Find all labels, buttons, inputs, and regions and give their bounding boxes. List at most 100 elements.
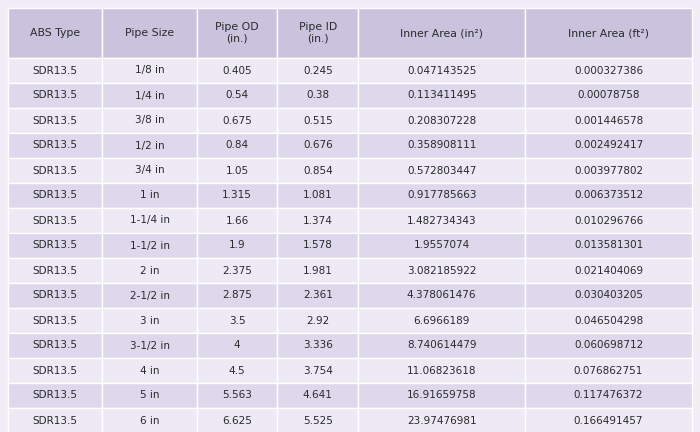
Bar (197, 108, 277, 133)
Bar (8, 158, 102, 183)
Bar (8, 233, 102, 258)
Bar (197, 58, 277, 83)
Text: 4: 4 (234, 340, 241, 350)
Bar (197, 233, 277, 258)
Bar (102, 383, 197, 408)
Text: 0.001446578: 0.001446578 (574, 115, 643, 126)
Bar (8, 183, 102, 208)
Bar (525, 233, 692, 258)
Text: 0.000327386: 0.000327386 (574, 66, 643, 76)
Bar (525, 383, 692, 408)
Bar (102, 358, 197, 383)
Text: 16.91659758: 16.91659758 (407, 391, 477, 400)
Text: 1.081: 1.081 (303, 191, 332, 200)
Text: 0.117476372: 0.117476372 (574, 391, 643, 400)
Text: SDR13.5: SDR13.5 (33, 266, 78, 276)
Bar (197, 208, 277, 233)
Bar (102, 283, 197, 308)
Text: 0.166491457: 0.166491457 (574, 416, 643, 426)
Text: 0.021404069: 0.021404069 (574, 266, 643, 276)
Bar (358, 333, 525, 358)
Bar (358, 8, 525, 58)
Text: 1.9: 1.9 (229, 241, 246, 251)
Bar (102, 158, 197, 183)
Bar (358, 283, 525, 308)
Text: 1.374: 1.374 (303, 216, 332, 226)
Bar (525, 133, 692, 158)
Text: 1.482734343: 1.482734343 (407, 216, 477, 226)
Bar (277, 258, 358, 283)
Bar (525, 358, 692, 383)
Text: 2.92: 2.92 (306, 315, 330, 325)
Text: 1.9557074: 1.9557074 (414, 241, 470, 251)
Text: 2.361: 2.361 (303, 290, 332, 301)
Text: 5.563: 5.563 (222, 391, 252, 400)
Bar (277, 58, 358, 83)
Text: 0.208307228: 0.208307228 (407, 115, 476, 126)
Text: SDR13.5: SDR13.5 (33, 391, 78, 400)
Bar (525, 333, 692, 358)
Text: SDR13.5: SDR13.5 (33, 66, 78, 76)
Text: 1 in: 1 in (140, 191, 160, 200)
Text: 1.66: 1.66 (225, 216, 248, 226)
Bar (525, 158, 692, 183)
Text: 5.525: 5.525 (303, 416, 332, 426)
Bar (358, 233, 525, 258)
Bar (102, 8, 197, 58)
Text: SDR13.5: SDR13.5 (33, 140, 78, 150)
Text: 0.54: 0.54 (225, 90, 248, 101)
Text: 0.076862751: 0.076862751 (574, 365, 643, 375)
Bar (277, 233, 358, 258)
Bar (358, 183, 525, 208)
Text: SDR13.5: SDR13.5 (33, 115, 78, 126)
Bar (525, 83, 692, 108)
Bar (358, 408, 525, 432)
Bar (197, 183, 277, 208)
Bar (8, 283, 102, 308)
Text: 0.572803447: 0.572803447 (407, 165, 476, 175)
Bar (197, 283, 277, 308)
Bar (358, 383, 525, 408)
Bar (277, 333, 358, 358)
Bar (102, 308, 197, 333)
Text: 0.046504298: 0.046504298 (574, 315, 643, 325)
Text: 1.05: 1.05 (225, 165, 248, 175)
Text: 0.003977802: 0.003977802 (574, 165, 643, 175)
Bar (277, 308, 358, 333)
Text: 0.675: 0.675 (223, 115, 252, 126)
Text: 3.336: 3.336 (303, 340, 332, 350)
Text: 0.917785663: 0.917785663 (407, 191, 477, 200)
Text: 0.245: 0.245 (303, 66, 332, 76)
Bar (102, 133, 197, 158)
Bar (525, 183, 692, 208)
Text: 0.010296766: 0.010296766 (574, 216, 643, 226)
Bar (197, 358, 277, 383)
Text: 4.378061476: 4.378061476 (407, 290, 477, 301)
Bar (525, 108, 692, 133)
Bar (197, 83, 277, 108)
Text: 6.6966189: 6.6966189 (414, 315, 470, 325)
Bar (525, 208, 692, 233)
Text: 3-1/2 in: 3-1/2 in (130, 340, 169, 350)
Text: SDR13.5: SDR13.5 (33, 416, 78, 426)
Text: Pipe ID
(in.): Pipe ID (in.) (299, 22, 337, 44)
Bar (102, 258, 197, 283)
Bar (102, 83, 197, 108)
Bar (8, 258, 102, 283)
Text: 0.113411495: 0.113411495 (407, 90, 477, 101)
Bar (102, 408, 197, 432)
Bar (102, 208, 197, 233)
Bar (8, 383, 102, 408)
Text: 3.754: 3.754 (303, 365, 332, 375)
Bar (358, 158, 525, 183)
Bar (8, 83, 102, 108)
Bar (277, 283, 358, 308)
Bar (8, 8, 102, 58)
Bar (197, 333, 277, 358)
Bar (8, 358, 102, 383)
Bar (277, 133, 358, 158)
Bar (197, 133, 277, 158)
Bar (102, 58, 197, 83)
Bar (102, 333, 197, 358)
Text: 2.875: 2.875 (222, 290, 252, 301)
